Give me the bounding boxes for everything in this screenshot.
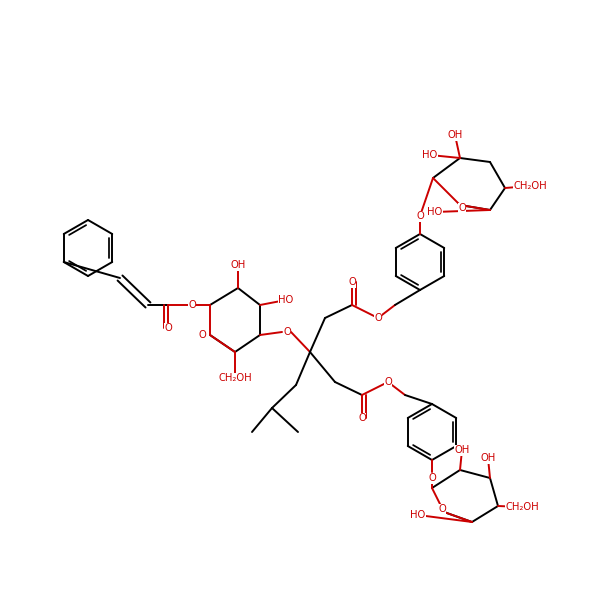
- Text: O: O: [198, 330, 206, 340]
- Text: O: O: [348, 277, 356, 287]
- Text: O: O: [188, 300, 196, 310]
- Text: O: O: [458, 203, 466, 213]
- Text: HO: HO: [278, 295, 293, 305]
- Text: O: O: [428, 473, 436, 483]
- Text: CH₂OH: CH₂OH: [505, 502, 539, 512]
- Text: O: O: [164, 323, 172, 333]
- Text: CH₂OH: CH₂OH: [513, 181, 547, 191]
- Text: O: O: [416, 211, 424, 221]
- Text: OH: OH: [230, 260, 245, 270]
- Text: O: O: [438, 504, 446, 514]
- Text: HO: HO: [422, 150, 437, 160]
- Text: O: O: [384, 377, 392, 387]
- Text: OH: OH: [481, 453, 496, 463]
- Text: O: O: [358, 413, 366, 423]
- Text: O: O: [283, 327, 291, 337]
- Text: HO: HO: [427, 207, 443, 217]
- Text: OH: OH: [454, 445, 470, 455]
- Text: CH₂OH: CH₂OH: [218, 373, 252, 383]
- Text: HO: HO: [410, 510, 425, 520]
- Text: OH: OH: [448, 130, 463, 140]
- Text: O: O: [374, 313, 382, 323]
